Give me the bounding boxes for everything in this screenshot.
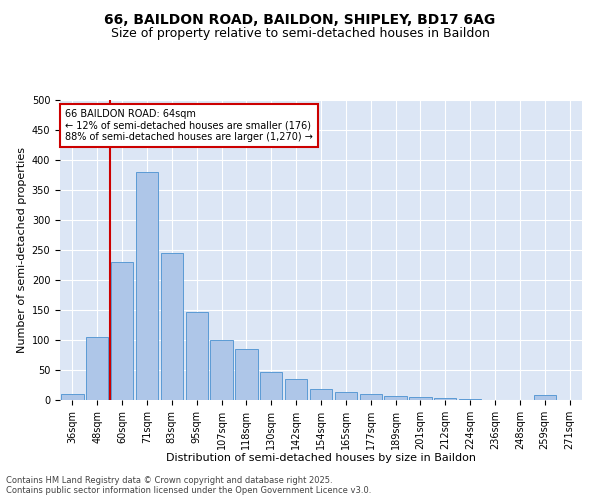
Text: 66, BAILDON ROAD, BAILDON, SHIPLEY, BD17 6AG: 66, BAILDON ROAD, BAILDON, SHIPLEY, BD17… (104, 12, 496, 26)
Bar (533, 395, 556, 400)
Y-axis label: Number of semi-detached properties: Number of semi-detached properties (17, 147, 28, 353)
Bar (385, 396, 407, 400)
Bar (211, 340, 233, 400)
Bar (359, 394, 382, 400)
Text: Contains HM Land Registry data © Crown copyright and database right 2025.
Contai: Contains HM Land Registry data © Crown c… (6, 476, 371, 495)
Bar (434, 398, 457, 400)
Bar (111, 262, 133, 400)
X-axis label: Distribution of semi-detached houses by size in Baildon: Distribution of semi-detached houses by … (166, 454, 476, 464)
Text: Size of property relative to semi-detached houses in Baildon: Size of property relative to semi-detach… (110, 28, 490, 40)
Text: 66 BAILDON ROAD: 64sqm
← 12% of semi-detached houses are smaller (176)
88% of se: 66 BAILDON ROAD: 64sqm ← 12% of semi-det… (65, 109, 313, 142)
Bar (260, 372, 283, 400)
Bar (185, 312, 208, 400)
Bar (310, 389, 332, 400)
Bar (335, 392, 357, 400)
Bar (136, 172, 158, 400)
Bar (61, 394, 83, 400)
Bar (161, 253, 183, 400)
Bar (285, 379, 307, 400)
Bar (235, 349, 257, 400)
Bar (86, 337, 109, 400)
Bar (409, 397, 431, 400)
